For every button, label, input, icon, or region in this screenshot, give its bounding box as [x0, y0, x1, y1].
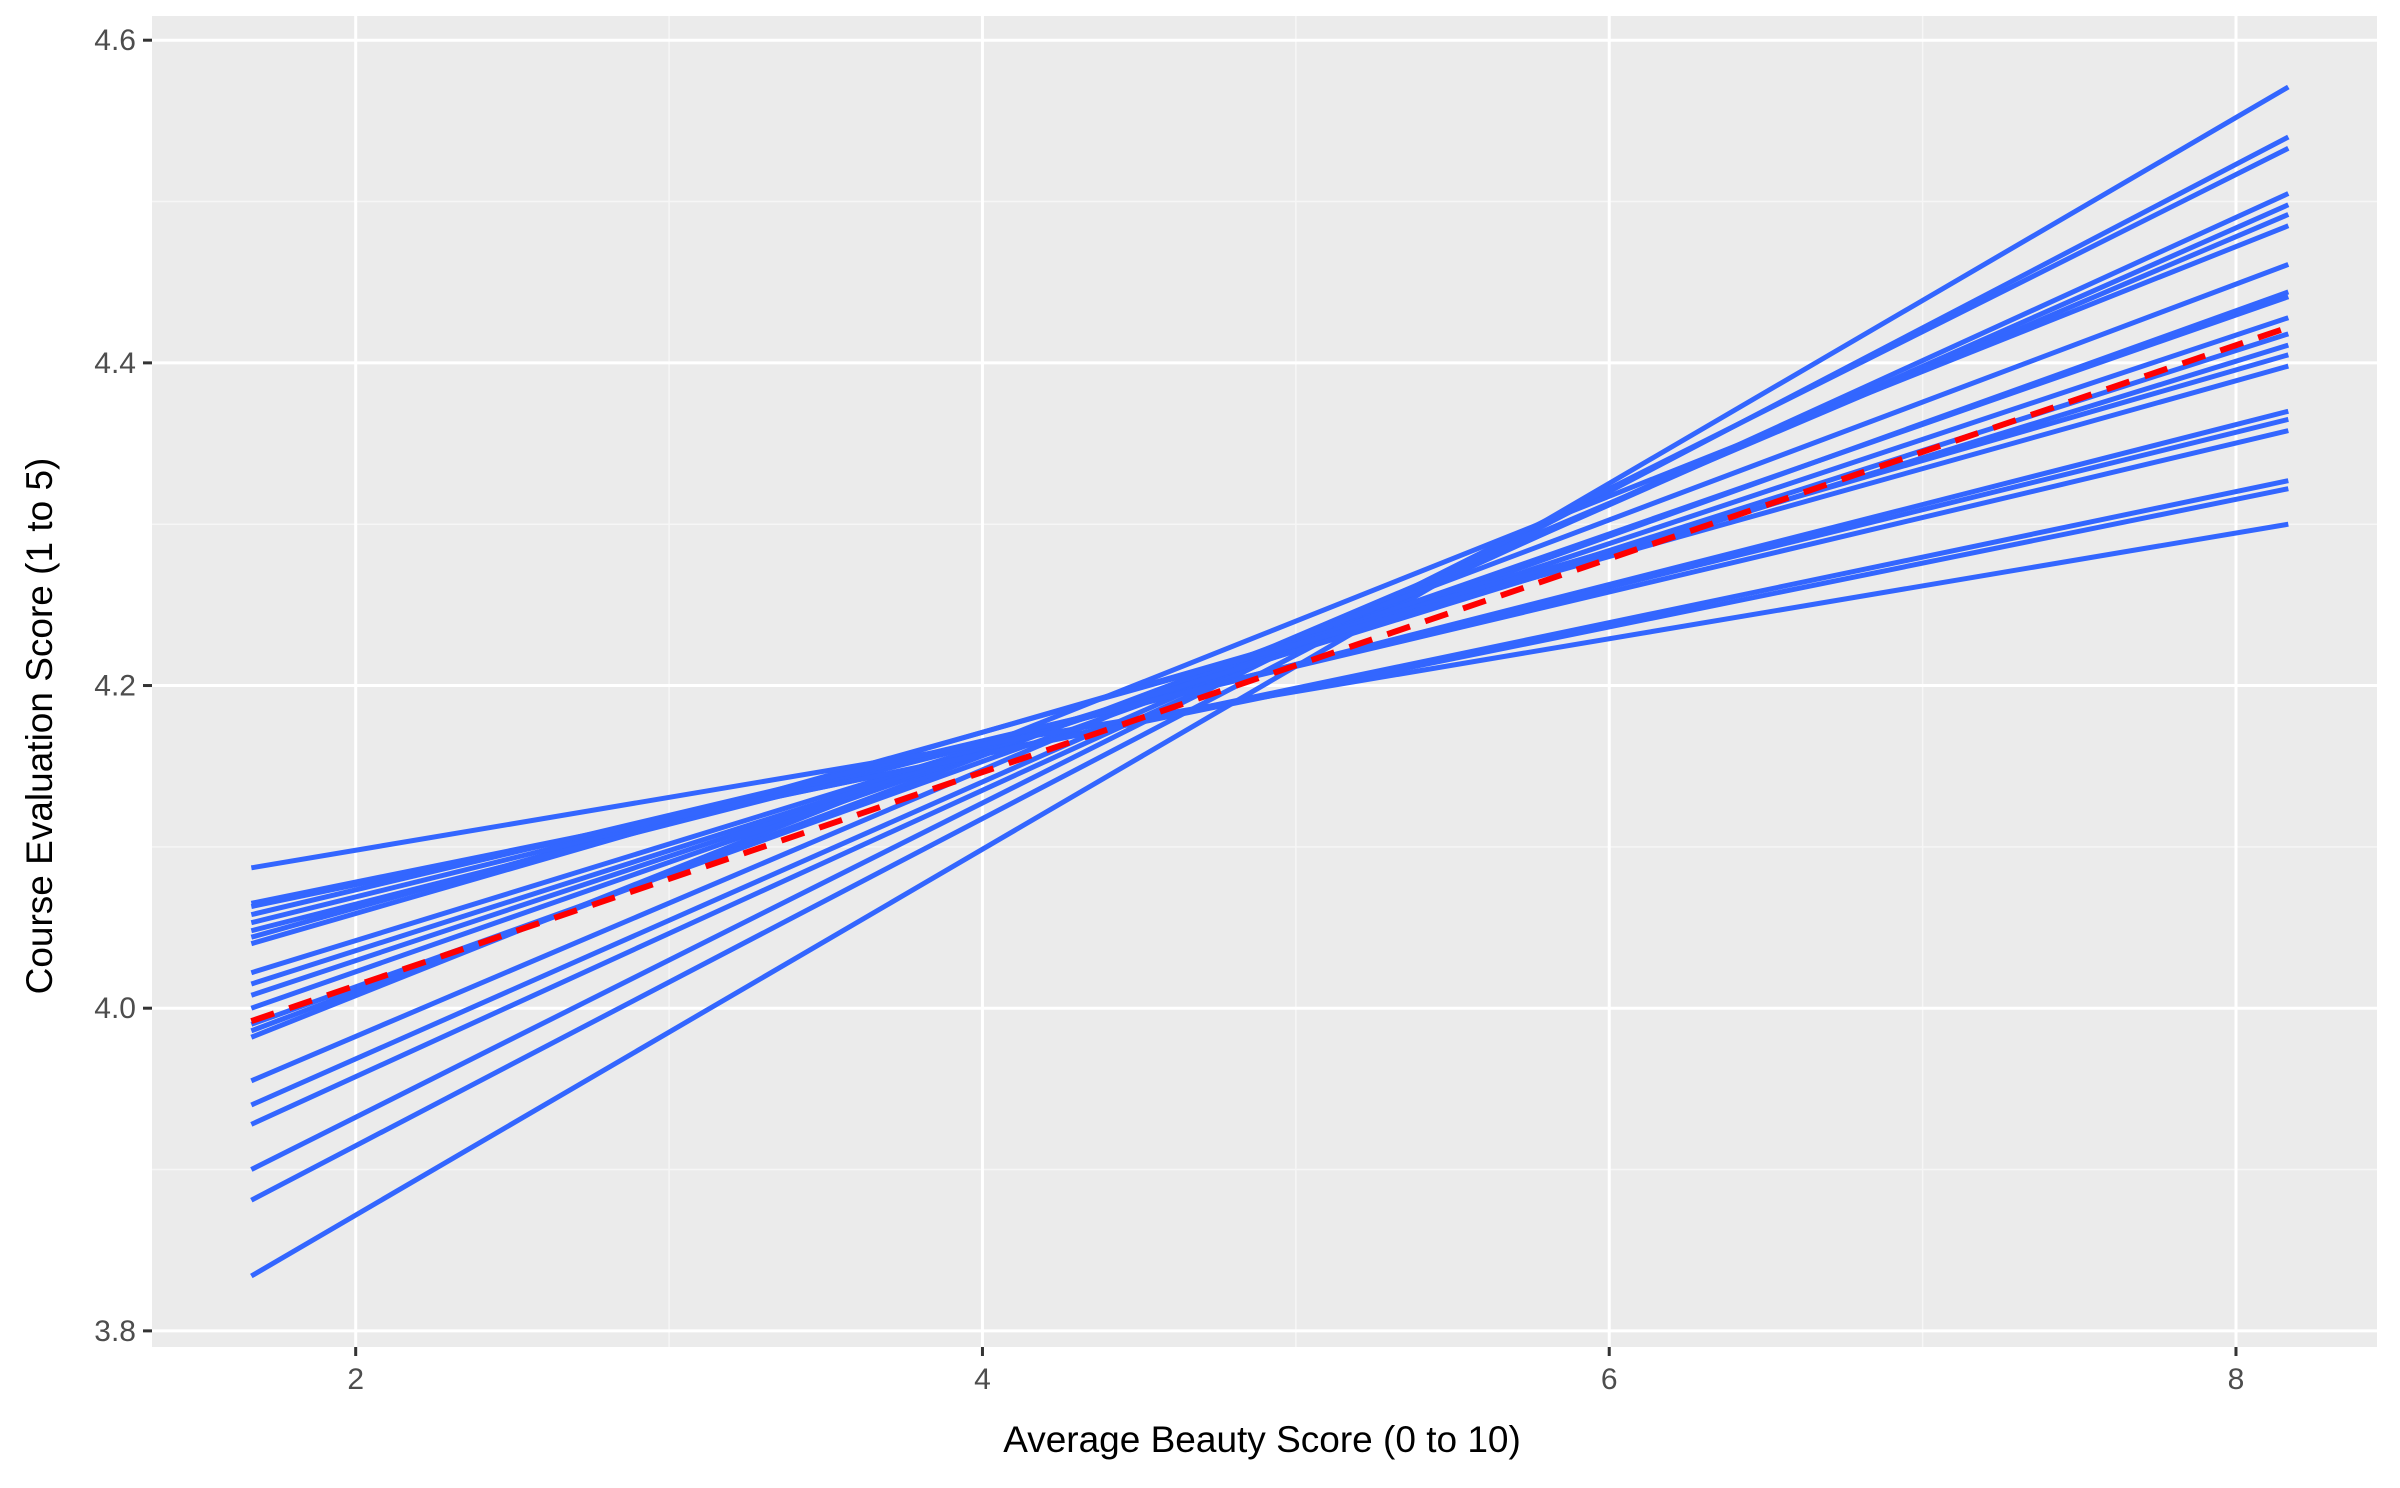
panel-background	[152, 16, 2377, 1347]
y-axis-title: Course Evaluation Score (1 to 5)	[19, 458, 60, 995]
series-line	[250, 84, 2290, 1279]
x-tick-label: 6	[1601, 1363, 1618, 1396]
y-tick-label: 4.6	[94, 24, 136, 57]
axes: 2 4 6 8 3.8 4.0 4.2 4.4 4.6	[94, 24, 2244, 1396]
y-tick-label: 4.0	[94, 992, 136, 1025]
plot-panel	[152, 16, 2377, 1347]
series-line	[250, 521, 2289, 871]
x-axis-title: Average Beauty Score (0 to 10)	[1003, 1419, 1521, 1460]
x-tick-label: 4	[974, 1363, 991, 1396]
series-lines	[250, 84, 2290, 1279]
y-tick-label: 4.2	[94, 670, 136, 703]
x-tick-label: 8	[2228, 1363, 2245, 1396]
series-line	[250, 342, 2290, 976]
x-tick-label: 2	[347, 1363, 364, 1396]
y-tick-label: 3.8	[94, 1315, 136, 1348]
y-tick-label: 4.4	[94, 347, 136, 380]
